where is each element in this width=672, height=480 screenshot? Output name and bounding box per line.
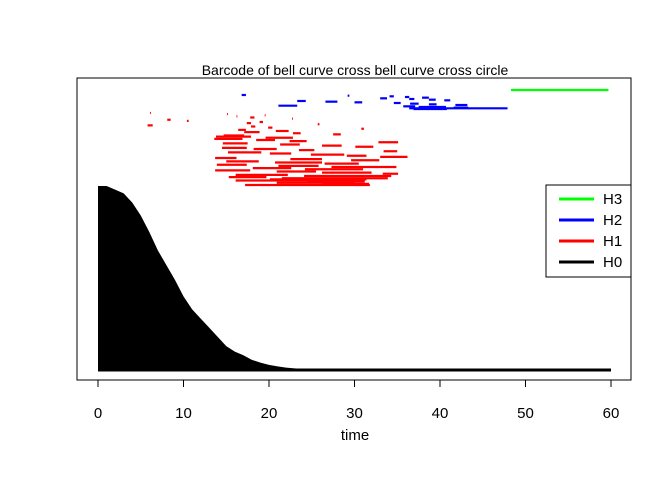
legend-label: H1 bbox=[603, 233, 622, 250]
x-tick-label: 30 bbox=[346, 405, 363, 422]
x-axis-label: time bbox=[341, 427, 369, 444]
legend-label: H0 bbox=[603, 254, 622, 271]
legend-label: H3 bbox=[603, 191, 622, 208]
x-tick-label: 0 bbox=[94, 405, 102, 422]
x-tick-label: 50 bbox=[517, 405, 534, 422]
legend-label: H2 bbox=[603, 212, 622, 229]
h1-barcode-layer bbox=[147, 111, 408, 187]
h0-survival-region bbox=[98, 186, 611, 370]
x-tick-label: 10 bbox=[175, 405, 192, 422]
h2-barcode-layer bbox=[241, 93, 508, 111]
chart-title: Barcode of bell curve cross bell curve c… bbox=[202, 62, 509, 78]
legend-items: H3 H2 H1 H0 bbox=[559, 191, 622, 271]
x-axis: 0 10 20 30 40 50 60 time bbox=[94, 379, 620, 444]
legend: H3 H2 H1 H0 bbox=[545, 184, 632, 278]
x-axis-ticks: 0 10 20 30 40 50 60 bbox=[94, 380, 620, 422]
x-tick-label: 60 bbox=[603, 405, 620, 422]
h0-barcode-layer bbox=[98, 186, 611, 372]
x-tick-label: 40 bbox=[432, 405, 449, 422]
x-tick-label: 20 bbox=[261, 405, 278, 422]
